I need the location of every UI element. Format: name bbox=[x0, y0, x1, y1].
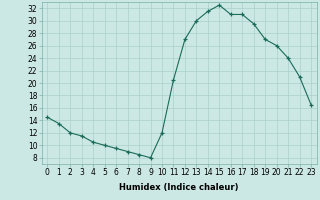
X-axis label: Humidex (Indice chaleur): Humidex (Indice chaleur) bbox=[119, 183, 239, 192]
